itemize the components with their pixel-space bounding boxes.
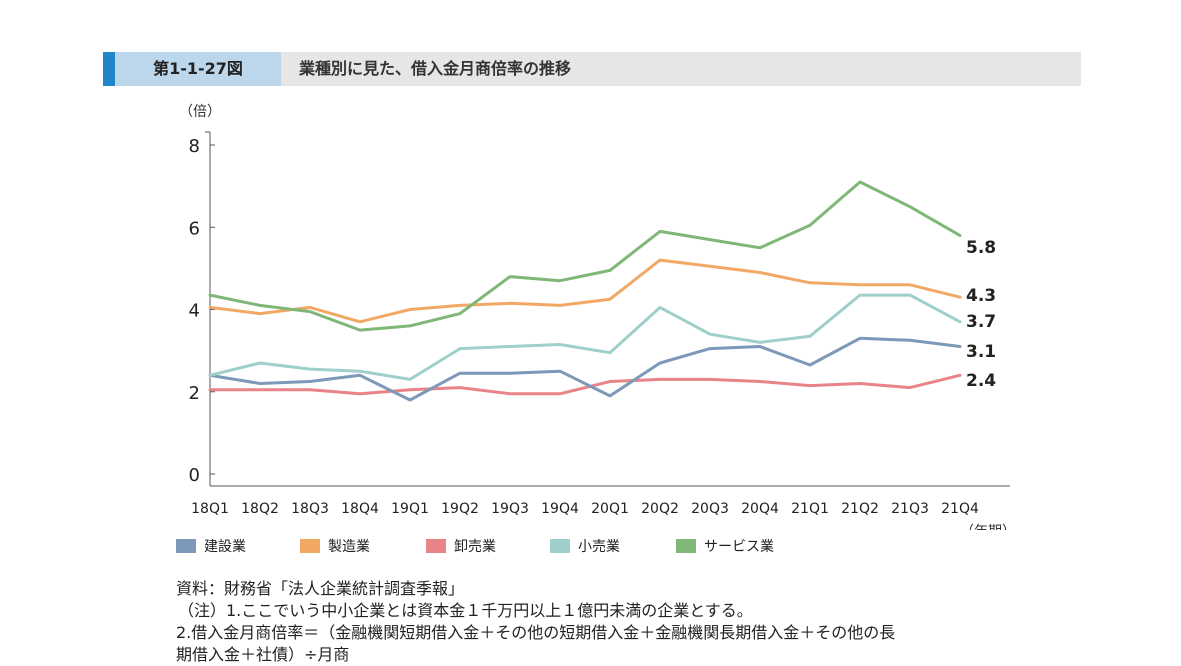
legend-swatch: [550, 539, 570, 553]
figure-notes: 資料：財務省「法人企業統計調査季報」 （注）1.ここでいう中小企業とは資本金１千…: [176, 578, 1036, 666]
x-tick-label: 21Q1: [791, 501, 829, 517]
y-tick-label: 6: [189, 218, 200, 239]
legend-label: 小売業: [578, 539, 620, 555]
legend-item: 卸売業: [426, 537, 496, 557]
series-line-3: [208, 293, 962, 381]
y-tick-label: 0: [189, 465, 200, 486]
x-tick-label: 20Q4: [741, 501, 779, 517]
y-tick-label: 8: [189, 136, 200, 157]
x-tick-label: 20Q1: [591, 501, 629, 517]
series-line-2: [208, 373, 962, 396]
series-line-0: [208, 336, 962, 402]
legend-swatch: [676, 539, 696, 553]
series-line-4: [208, 180, 962, 332]
title-accent-bar: [103, 52, 115, 86]
x-tick-label: 21Q4: [941, 501, 979, 517]
legend-item: サービス業: [676, 537, 774, 557]
x-tick-label: 19Q3: [491, 501, 529, 517]
y-tick-label: 2: [189, 383, 200, 404]
legend-swatch: [300, 539, 320, 553]
figure-number: 第1-1-27図: [115, 52, 281, 86]
legend-swatch: [426, 539, 446, 553]
series-line-1: [208, 258, 962, 324]
end-value-label: 4.3: [966, 286, 996, 306]
x-tick-label: 21Q3: [891, 501, 929, 517]
legend-swatch: [176, 539, 196, 553]
x-tick-label: 20Q3: [691, 501, 729, 517]
x-tick-label: 19Q2: [441, 501, 479, 517]
note-1: （注）1.ここでいう中小企業とは資本金１千万円以上１億円未満の企業とする。: [178, 601, 753, 620]
legend-item: 製造業: [300, 537, 370, 557]
x-tick-label: 18Q4: [341, 501, 379, 517]
x-tick-label: 18Q2: [241, 501, 279, 517]
y-axis-label: （倍）: [179, 104, 221, 120]
end-value-label: 3.7: [966, 312, 996, 332]
note-2-line-1: 2.借入金月商倍率＝（金融機関短期借入金＋その他の短期借入金＋金融機関長期借入金…: [176, 623, 896, 642]
legend-label: 卸売業: [454, 539, 496, 555]
figure-title: 業種別に見た、借入金月商倍率の推移: [299, 59, 572, 78]
figure-title-bar: 第1-1-27図 業種別に見た、借入金月商倍率の推移: [103, 52, 1081, 86]
note-2-line-2: 期借入金＋社債）÷月商: [176, 645, 350, 664]
end-value-label: 2.4: [966, 371, 996, 391]
y-tick-label: 4: [189, 301, 200, 322]
end-value-label: 3.1: [966, 342, 996, 362]
x-tick-label: 20Q2: [641, 501, 679, 517]
x-tick-label: 19Q4: [541, 501, 579, 517]
line-chart: （倍） 0 2 4 6 8 18Q1 18Q2 18Q3 18Q4 19Q1 19Q2 19Q3 19Q4…: [179, 104, 1016, 530]
x-tick-label: 21Q2: [841, 501, 879, 517]
legend-label: 製造業: [328, 539, 370, 555]
x-axis-label: （年期）: [960, 524, 1016, 530]
legend-item: 小売業: [550, 537, 620, 557]
legend-label: 建設業: [204, 539, 246, 555]
x-tick-label: 18Q1: [191, 501, 229, 517]
source-note: 資料：財務省「法人企業統計調査季報」: [176, 579, 465, 598]
legend-label: サービス業: [704, 539, 774, 555]
x-tick-label: 19Q1: [391, 501, 429, 517]
x-tick-label: 18Q3: [291, 501, 329, 517]
end-value-label: 5.8: [966, 238, 996, 258]
legend-item: 建設業: [176, 537, 246, 557]
